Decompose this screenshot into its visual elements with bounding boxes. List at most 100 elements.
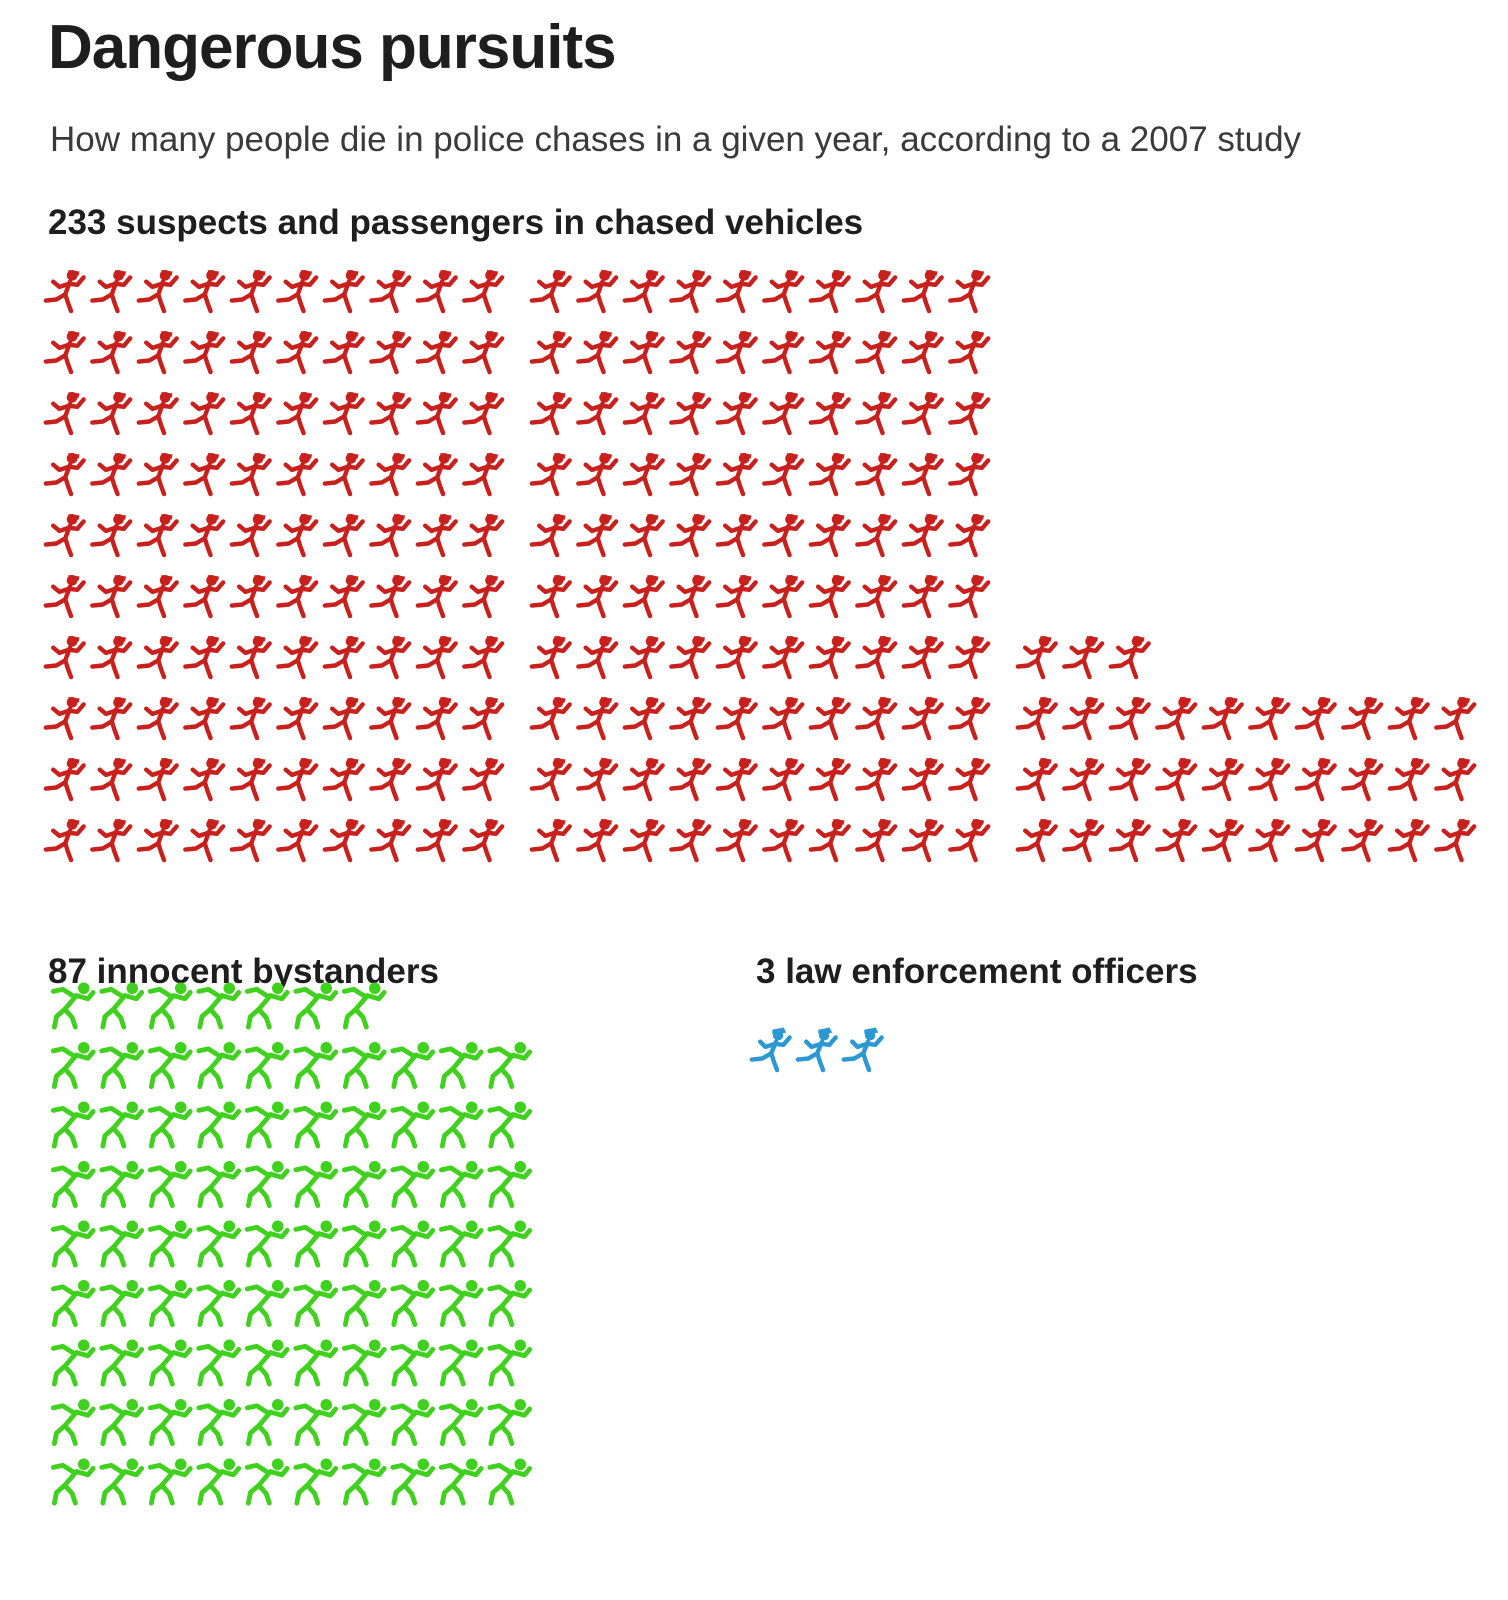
suspect-icon [671,820,709,861]
suspect-icon [232,454,270,495]
bystander-icon [490,1459,530,1503]
bystander-icon [393,1281,433,1325]
suspect-icon [278,820,316,861]
suspect-icon [532,271,570,312]
suspect-icon [578,271,616,312]
bystander-icon [441,1400,481,1444]
suspect-icon [464,393,502,434]
suspect-icon [625,454,663,495]
suspect-icon [464,576,502,617]
bystander-icon [441,1102,481,1146]
suspect-icon [418,820,456,861]
bystander-icon [102,1281,142,1325]
bystander-icon [296,983,336,1027]
suspect-icon [325,637,363,678]
suspect-icon [371,393,409,434]
suspect-icon [1390,759,1428,800]
suspect-icon [1436,698,1474,739]
bystander-icon [102,1221,142,1265]
bystander-icon [53,1043,93,1087]
bystander-icon [296,1340,336,1384]
suspect-icon [857,515,895,556]
suspect-icon [1157,759,1195,800]
suspect-icon [278,393,316,434]
suspect-icon [857,698,895,739]
suspect-icon [139,759,177,800]
suspect-icon [371,820,409,861]
suspect-icon [671,576,709,617]
bystander-icon [102,1340,142,1384]
suspect-icon [718,759,756,800]
bystander-icon [247,1102,287,1146]
bystander-icon [296,1221,336,1265]
suspects-group-label: 233 suspects and passengers in chased ve… [48,203,864,242]
bystander-icon [296,1162,336,1206]
bystander-icon [247,1281,287,1325]
suspect-icon [371,637,409,678]
suspect-icon [46,698,84,739]
bystander-icon [150,1221,190,1265]
bystander-icon [344,1459,384,1503]
suspect-icon [278,515,316,556]
suspect-icon [325,332,363,373]
suspect-icon [532,698,570,739]
chart-title: Dangerous pursuits [48,13,617,82]
suspect-icon [764,454,802,495]
bystander-icon [53,1162,93,1206]
suspect-icon [1204,820,1242,861]
suspect-icon [1018,759,1056,800]
bystander-icon [150,1043,190,1087]
suspect-icon [718,271,756,312]
suspect-icon [92,454,130,495]
bystander-icon [441,1221,481,1265]
suspect-icon [418,454,456,495]
suspect-icon [532,820,570,861]
bystander-icon [393,1043,433,1087]
suspect-icon [139,393,177,434]
suspect-icon [904,454,942,495]
suspect-icon [232,332,270,373]
suspect-icon [418,576,456,617]
suspect-icon [904,759,942,800]
suspect-icon [718,393,756,434]
suspect-icon [1297,698,1335,739]
suspect-icon [811,454,849,495]
suspect-icon [764,332,802,373]
suspect-icon [1064,820,1102,861]
suspect-icon [1390,820,1428,861]
suspect-icon [139,820,177,861]
bystander-icon [199,1459,239,1503]
suspect-icon [578,454,616,495]
suspect-icon [950,271,988,312]
bystander-icon [393,1459,433,1503]
suspect-icon [325,454,363,495]
suspect-icon [950,393,988,434]
suspect-icon [857,637,895,678]
suspect-icon [625,759,663,800]
bystander-icon [53,1221,93,1265]
suspect-icon [139,271,177,312]
suspect-icon [46,820,84,861]
suspect-icon [904,332,942,373]
suspect-icon [278,637,316,678]
suspect-icon [1343,759,1381,800]
suspect-icon [46,332,84,373]
suspect-icon [92,759,130,800]
suspect-icon [464,698,502,739]
suspect-icon [418,332,456,373]
suspect-icon [278,698,316,739]
suspect-icon [325,820,363,861]
suspect-icon [811,515,849,556]
suspect-icon [811,637,849,678]
suspect-icon [371,759,409,800]
suspect-icon [325,576,363,617]
suspect-icon [764,698,802,739]
suspect-icon [625,820,663,861]
suspect-icon [325,515,363,556]
bystander-icon [53,1459,93,1503]
bystander-icon [102,983,142,1027]
suspect-icon [950,332,988,373]
suspect-icon [232,759,270,800]
bystander-icon [247,983,287,1027]
